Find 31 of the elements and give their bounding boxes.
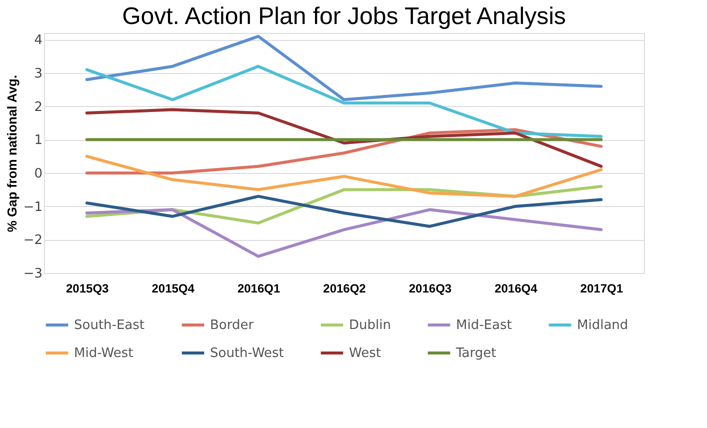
x-tick-label: 2017Q1 bbox=[580, 282, 624, 296]
legend-label: West bbox=[349, 346, 381, 361]
legend-label: Mid-East bbox=[456, 318, 512, 333]
y-tick-label: −2 bbox=[23, 233, 42, 248]
line-series bbox=[85, 208, 603, 258]
x-tick-label: 2016Q4 bbox=[494, 282, 538, 296]
y-tick-label: −1 bbox=[23, 200, 42, 215]
line-series bbox=[85, 194, 603, 228]
legend-label: Border bbox=[210, 318, 254, 333]
line-series bbox=[85, 64, 603, 138]
y-tick-label: 3 bbox=[34, 66, 42, 82]
x-tick-label: 2015Q3 bbox=[66, 282, 110, 296]
y-axis-title: % Gap from national Avg. bbox=[4, 74, 20, 232]
x-tick-label: 2016Q1 bbox=[237, 282, 280, 296]
legend-label: South-East bbox=[74, 318, 145, 333]
x-tick-label: 2016Q2 bbox=[323, 282, 366, 296]
chart-title: Govt. Action Plan for Jobs Target Analysis bbox=[122, 3, 566, 30]
x-tick-label: 2016Q3 bbox=[408, 282, 452, 296]
line-series bbox=[85, 34, 603, 102]
legend-label: Midland bbox=[577, 318, 628, 333]
y-tick-label: 2 bbox=[34, 100, 42, 115]
legend-label: Dublin bbox=[349, 318, 391, 333]
line-series bbox=[85, 154, 603, 198]
legend-label: Target bbox=[455, 346, 496, 361]
legend-label: Mid-West bbox=[74, 346, 134, 361]
y-tick-label: 0 bbox=[34, 166, 42, 182]
y-tick-label: 1 bbox=[34, 133, 42, 148]
y-tick-label: −3 bbox=[23, 266, 42, 282]
x-tick-label: 2015Q4 bbox=[152, 282, 195, 296]
legend-label: South-West bbox=[210, 346, 284, 361]
y-tick-label: 4 bbox=[34, 33, 42, 48]
